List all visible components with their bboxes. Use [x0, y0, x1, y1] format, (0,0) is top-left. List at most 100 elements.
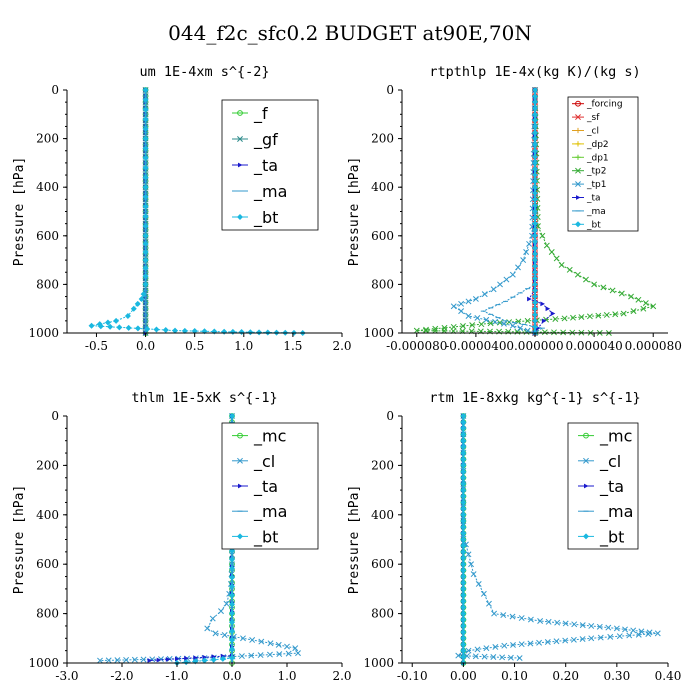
legend-label: _gf	[253, 130, 278, 150]
data-point	[532, 165, 538, 172]
data-point	[142, 257, 149, 264]
data-point	[553, 255, 560, 262]
y-axis-label: Pressure [hPa]	[12, 157, 27, 267]
data-point	[223, 600, 230, 607]
data-point	[620, 310, 627, 317]
legend-label: _dp2	[586, 140, 609, 150]
data-point	[142, 164, 149, 171]
data-point	[460, 511, 467, 518]
y-tick-label: 400	[36, 180, 59, 194]
legend-marker	[575, 141, 581, 147]
data-point	[460, 456, 467, 463]
data-point	[413, 327, 420, 334]
data-point	[518, 615, 525, 621]
data-point	[532, 123, 538, 130]
data-point	[460, 505, 467, 512]
data-point	[460, 474, 467, 481]
data-point	[460, 641, 467, 648]
data-point	[97, 323, 104, 330]
data-point	[460, 517, 467, 524]
y-tick-label: 800	[371, 277, 394, 291]
data-point	[125, 324, 132, 331]
series-bt	[88, 87, 306, 336]
data-point	[455, 652, 462, 659]
data-point	[532, 293, 538, 300]
data-point	[211, 328, 218, 335]
data-point	[541, 318, 547, 324]
data-point	[574, 271, 581, 278]
data-point	[210, 656, 217, 663]
data-point	[503, 276, 510, 283]
panel-1: um 1E-4xm s^{-2} Pressure [hPa] 0 200 400 600…	[12, 64, 352, 353]
data-point	[257, 652, 264, 659]
data-point	[517, 325, 524, 332]
data-point	[138, 295, 145, 302]
data-point	[266, 651, 273, 658]
y-tick-label: 200	[36, 458, 59, 472]
data-point	[460, 425, 467, 432]
data-point	[460, 450, 467, 457]
data-point	[570, 636, 577, 643]
data-point	[465, 313, 472, 319]
data-point	[551, 329, 557, 336]
data-point	[544, 639, 551, 645]
data-point	[526, 240, 533, 247]
data-point	[142, 125, 149, 132]
data-point	[229, 628, 235, 635]
legend: _mc _cl _ta _ma _bt	[221, 422, 319, 550]
data-point	[460, 567, 467, 574]
legend-marker	[237, 214, 243, 220]
legend-marker	[237, 533, 243, 540]
data-point	[229, 601, 235, 608]
data-point	[229, 565, 235, 572]
series-line	[149, 416, 233, 662]
data-point	[583, 276, 589, 283]
data-point	[532, 105, 538, 112]
data-point	[460, 530, 467, 537]
data-point	[460, 604, 467, 611]
data-point	[460, 598, 467, 605]
data-point	[142, 116, 149, 123]
series-ta	[147, 413, 235, 663]
data-point	[588, 622, 595, 629]
data-point	[481, 653, 488, 660]
data-point	[432, 325, 439, 332]
data-point	[509, 613, 516, 620]
x-tick-label: 1.0	[234, 339, 253, 353]
data-point	[474, 646, 481, 653]
series-bt	[460, 413, 467, 666]
data-point	[134, 300, 141, 307]
data-point	[97, 657, 103, 664]
data-point	[553, 638, 560, 645]
data-point	[532, 202, 538, 209]
data-point	[229, 574, 235, 581]
y-tick-label: 400	[371, 180, 394, 194]
data-point	[558, 262, 565, 268]
y-tick-label: 0	[386, 83, 394, 97]
x-tick-label: 0.30	[603, 669, 630, 683]
data-point	[204, 625, 211, 632]
data-point	[532, 172, 538, 179]
legend-marker	[575, 167, 581, 174]
data-point	[258, 638, 265, 645]
data-point	[532, 317, 538, 324]
data-point	[613, 625, 620, 632]
x-tick-label: 2.0	[332, 339, 351, 353]
legend: _f _gf _ta _ma _bt	[221, 99, 319, 231]
data-point	[591, 281, 598, 288]
y-tick-label: 200	[36, 132, 59, 146]
legend-marker	[576, 195, 581, 200]
data-point	[478, 321, 485, 328]
data-point	[229, 646, 235, 653]
data-point	[532, 141, 538, 148]
x-tick-label: 0.40	[655, 669, 682, 683]
data-point	[475, 581, 482, 587]
data-point	[552, 316, 559, 322]
legend-marker	[584, 483, 589, 489]
series-line	[416, 89, 655, 334]
data-point	[510, 642, 516, 648]
data-point	[635, 631, 642, 638]
legend-label: _f	[253, 104, 268, 124]
data-point	[540, 301, 545, 307]
